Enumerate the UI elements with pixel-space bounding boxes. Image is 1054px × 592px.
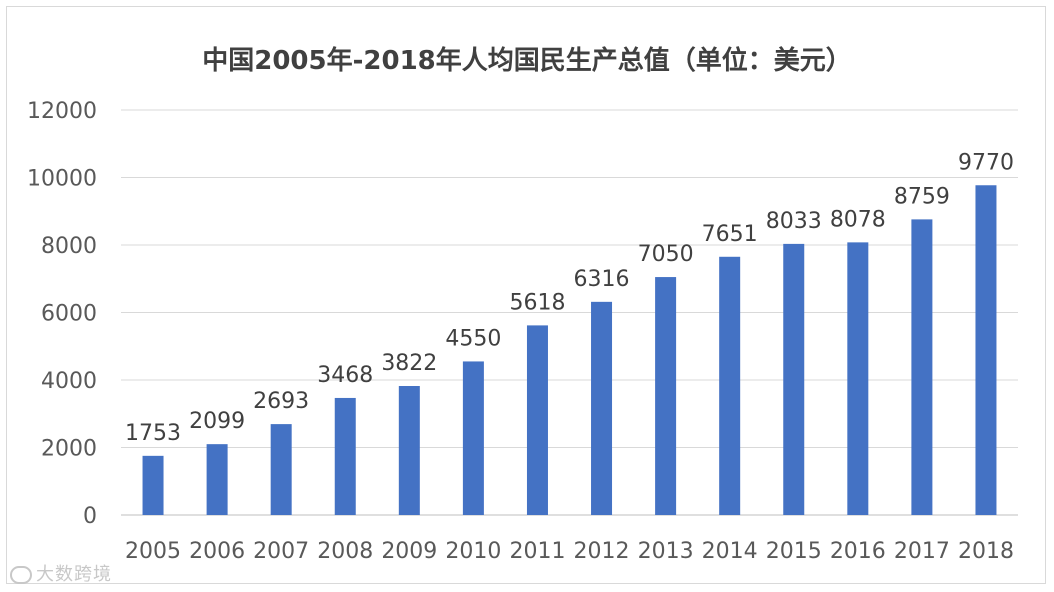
- x-tick-label: 2010: [445, 539, 501, 564]
- y-tick-label: 12000: [27, 99, 97, 124]
- bar: [975, 185, 997, 515]
- data-label: 7050: [638, 242, 694, 267]
- chart-title: 中国2005年-2018年人均国民生产总值（单位：美元）: [202, 46, 852, 76]
- x-tick-label: 2008: [317, 539, 373, 564]
- y-tick-label: 8000: [41, 234, 97, 259]
- bar: [526, 325, 548, 515]
- bar: [911, 219, 933, 516]
- bar: [591, 301, 613, 515]
- bar: [847, 242, 869, 515]
- x-tick-label: 2009: [381, 539, 437, 564]
- x-tick-label: 2011: [509, 539, 565, 564]
- x-tick-label: 2013: [638, 539, 694, 564]
- data-label: 5618: [509, 290, 565, 315]
- watermark: 大数跨境: [10, 560, 112, 586]
- chart-frame: [6, 6, 1046, 584]
- bar: [462, 361, 484, 515]
- x-tick-label: 2018: [958, 539, 1014, 564]
- data-label: 6316: [574, 267, 630, 292]
- x-tick-label: 2016: [830, 539, 886, 564]
- data-label: 2693: [253, 389, 309, 414]
- x-tick-label: 2015: [766, 539, 822, 564]
- y-tick-label: 2000: [41, 437, 97, 462]
- bar: [719, 256, 741, 515]
- bar: [334, 397, 356, 515]
- data-label: 2099: [189, 409, 245, 434]
- bar: [270, 424, 292, 515]
- x-tick-label: 2006: [189, 539, 245, 564]
- data-label: 7651: [702, 222, 758, 247]
- y-tick-label: 4000: [41, 369, 97, 394]
- bar: [142, 455, 164, 515]
- data-label: 8033: [766, 209, 822, 234]
- y-tick-label: 10000: [27, 167, 97, 192]
- data-label: 8759: [894, 184, 950, 209]
- bar: [783, 243, 805, 516]
- x-tick-label: 2017: [894, 539, 950, 564]
- x-tick-label: 2007: [253, 539, 309, 564]
- data-label: 8078: [830, 207, 886, 232]
- data-label: 3468: [317, 363, 373, 388]
- bar: [398, 386, 420, 515]
- data-label: 9770: [958, 150, 1014, 175]
- y-tick-label: 6000: [41, 302, 97, 327]
- bar: [655, 277, 677, 515]
- watermark-text: 大数跨境: [36, 564, 112, 585]
- brand-logo-icon: [10, 566, 32, 584]
- x-tick-label: 2005: [125, 539, 181, 564]
- y-tick-label: 0: [83, 504, 97, 529]
- x-tick-label: 2012: [574, 539, 630, 564]
- data-label: 1753: [125, 421, 181, 446]
- data-label: 3822: [381, 351, 437, 376]
- data-label: 4550: [445, 326, 501, 351]
- bar: [206, 444, 228, 515]
- x-tick-label: 2014: [702, 539, 758, 564]
